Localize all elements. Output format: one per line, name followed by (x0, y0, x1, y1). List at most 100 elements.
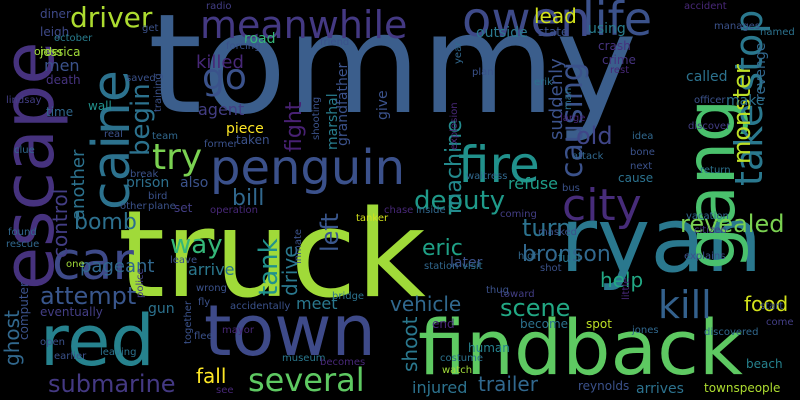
word: large (560, 113, 586, 124)
word: truck (118, 186, 426, 325)
word: bill (232, 186, 265, 211)
word: open (40, 337, 65, 348)
word: vehicle (390, 292, 462, 316)
word: little (621, 277, 632, 300)
word: becomes (320, 357, 366, 368)
word: diner (40, 7, 71, 21)
word: waitress (466, 171, 508, 182)
word: training (153, 73, 164, 112)
word: team (152, 131, 178, 142)
word: jones (632, 325, 659, 336)
word: rescue (6, 239, 40, 250)
word: meet (296, 294, 338, 313)
word: life (582, 0, 653, 46)
word: forcing (226, 41, 261, 52)
word: jessica (40, 45, 81, 59)
word: toward (500, 289, 535, 300)
word: clue (14, 145, 35, 156)
word: crash (598, 39, 631, 53)
word: several (248, 361, 365, 399)
word: road (244, 31, 276, 47)
word: explains (684, 251, 726, 262)
word: spot (586, 317, 612, 331)
word: try (152, 137, 203, 178)
word: inside (416, 205, 446, 216)
word: death (46, 73, 81, 87)
word: real (104, 129, 123, 140)
word: left (316, 213, 344, 252)
word: called (686, 69, 728, 85)
word: kill (658, 283, 712, 327)
word: time (46, 105, 74, 119)
word: tanker (356, 213, 389, 224)
word: radio (206, 1, 232, 12)
word: monster (728, 64, 756, 164)
word: men (44, 56, 80, 75)
word: car (52, 232, 134, 292)
word: meanwhile (200, 3, 408, 47)
word: shot (540, 263, 562, 274)
word: red (40, 300, 155, 382)
word: shooting (311, 96, 322, 140)
word: costume (440, 353, 483, 364)
word: computer (17, 282, 31, 340)
word: set (174, 201, 193, 215)
word: found (8, 227, 37, 238)
word: return (700, 165, 731, 176)
word: trailer (478, 372, 538, 396)
word: accident (684, 1, 727, 12)
word: break (130, 169, 159, 180)
word: attack (572, 151, 604, 162)
word: give (375, 90, 391, 120)
word: using (588, 21, 626, 37)
word: other (120, 201, 147, 212)
word: make (726, 93, 765, 109)
word: see (216, 385, 234, 396)
word: beach (746, 357, 783, 371)
word: tommy (148, 0, 638, 145)
word: become (520, 317, 569, 331)
word: human (468, 341, 510, 355)
word: eventually (40, 305, 103, 319)
word: driver (70, 1, 153, 34)
word: grandfather (335, 62, 351, 146)
word: next (630, 161, 653, 172)
word: pageant (80, 256, 155, 277)
word: officer (694, 95, 726, 106)
word: agent (198, 100, 245, 119)
word: idea (632, 131, 654, 142)
word: explosion (449, 102, 460, 150)
word: flee (194, 331, 213, 342)
word: one (66, 259, 85, 270)
word: arrive (188, 260, 235, 279)
word: named (760, 27, 795, 38)
word: bone (630, 147, 655, 158)
word: chase (384, 205, 414, 216)
word: together (183, 300, 194, 344)
word: friend (320, 37, 350, 48)
word: control (48, 188, 72, 258)
word: thug (486, 285, 509, 296)
word: town (204, 290, 376, 372)
word: plane (148, 201, 176, 212)
word: state (538, 25, 569, 39)
word: deputy (414, 186, 506, 216)
word: way (170, 230, 223, 260)
word: vacation (686, 211, 729, 222)
word: saved (126, 73, 156, 84)
word: city (562, 180, 642, 231)
word: coming (500, 209, 537, 220)
word: lead (534, 4, 577, 28)
word: arrives (636, 381, 684, 397)
word: fall (196, 364, 227, 388)
word: gun (148, 301, 175, 317)
word: food (744, 292, 789, 316)
word: injured (412, 378, 468, 397)
word: inmate (293, 228, 304, 264)
word: citizen (694, 225, 727, 236)
word: findback (418, 303, 743, 392)
word: museum (282, 353, 326, 364)
word: police (135, 268, 146, 298)
word: leave (170, 255, 198, 266)
word: manages (714, 21, 761, 32)
